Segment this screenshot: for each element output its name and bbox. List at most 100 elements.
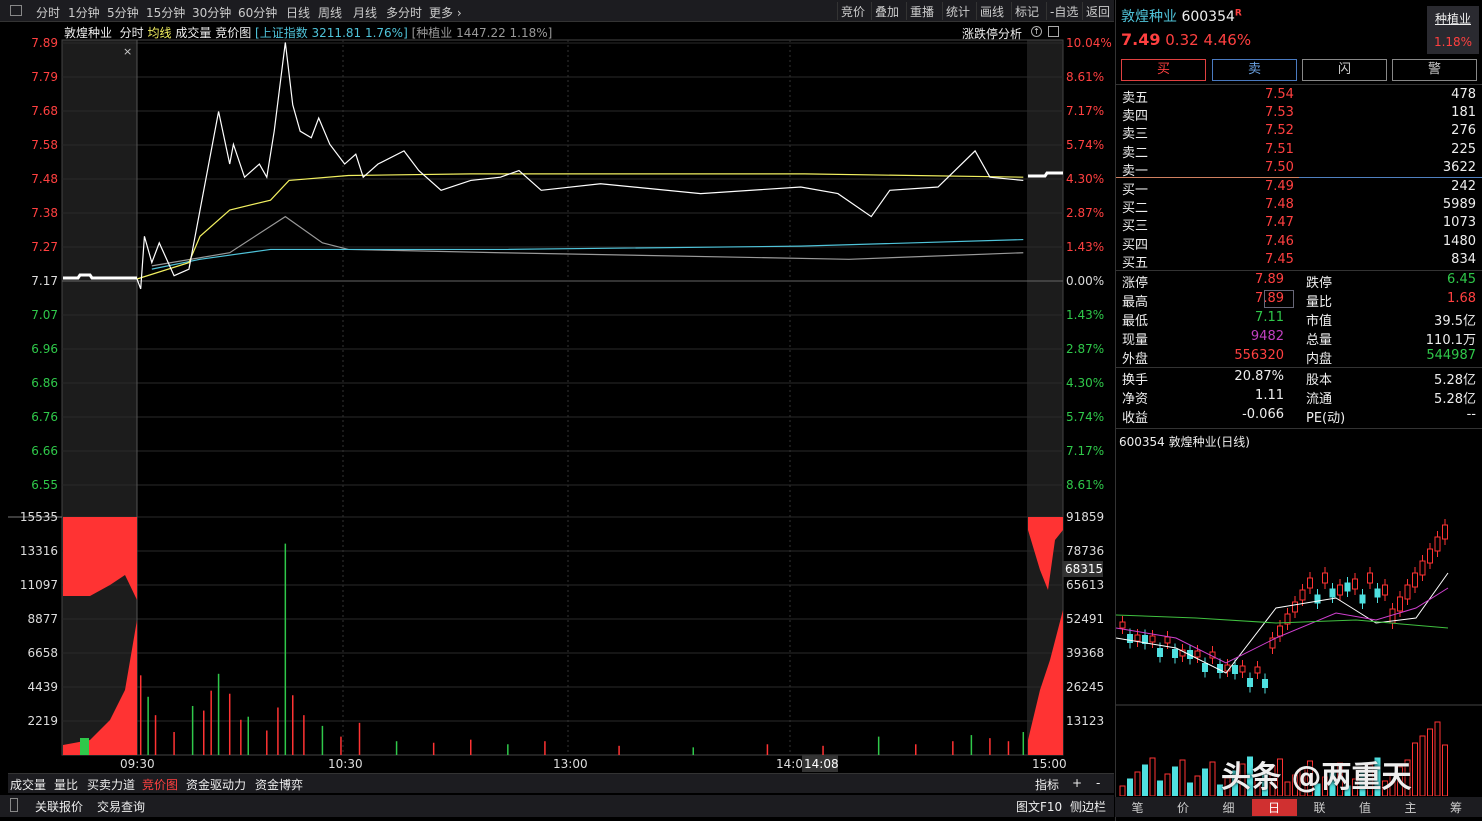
legend-index[interactable]: [上证指数 3211.81 1.76%] <box>255 26 408 40</box>
period-tab[interactable]: 日线 <box>286 6 311 20</box>
period-tab[interactable]: 15分钟 <box>146 6 186 20</box>
toolbar-button[interactable]: 画线 <box>976 2 1007 20</box>
toolbar-button[interactable]: 竞价 <box>837 2 868 20</box>
order-row: 卖五 7.54 478 <box>1122 87 1476 106</box>
limit-analysis-button[interactable]: 涨跌停分析 <box>962 27 1023 41</box>
book-divider-bid <box>1299 177 1482 178</box>
upload-icon[interactable]: ↑ <box>1031 26 1042 37</box>
daily-volume-bar <box>1382 780 1388 796</box>
legend-auction[interactable]: 竞价图 <box>215 26 252 40</box>
quote-cell: 跌停 <box>1306 276 1333 291</box>
panel-toggle-icon[interactable] <box>1048 26 1059 37</box>
quote-cell: 现量 <box>1122 333 1149 348</box>
daily-candle-chart[interactable] <box>1116 448 1482 796</box>
quote-cell: 7.89 <box>1255 272 1284 287</box>
zoom-in-button[interactable]: + <box>1072 776 1083 790</box>
last-price: 7.49 <box>1121 30 1161 49</box>
layout-icon[interactable] <box>10 5 22 16</box>
level-price: 7.52 <box>1265 123 1294 139</box>
indicator-tab[interactable]: 资金驱动力 <box>186 778 247 792</box>
close-icon: × <box>123 45 132 58</box>
right-tab[interactable]: 日 <box>1251 799 1297 816</box>
vol-marker-text: 68315 <box>1065 562 1103 576</box>
pct-tick: 7.17% <box>1066 444 1104 458</box>
period-tab[interactable]: 多分时 <box>386 6 423 20</box>
period-toolbar: 分时 1分钟 5分钟 15分钟 30分钟 60分钟 日线 周线 月线 多分时 更多 › 竞价 叠加 重播统… <box>0 0 1114 22</box>
legend-avg[interactable]: 均线 <box>147 26 172 40</box>
flash-button[interactable]: 闪 <box>1302 59 1387 81</box>
period-tab[interactable]: 60分钟 <box>238 6 278 20</box>
right-tab[interactable]: 价 <box>1176 801 1189 815</box>
indicator-tab[interactable]: 量比 <box>54 778 79 792</box>
toolbar-button[interactable]: 统计 <box>942 2 973 20</box>
time-tick: 13:00 <box>553 757 588 771</box>
price-tick: 7.27 <box>31 240 58 254</box>
status-icon[interactable] <box>10 798 18 812</box>
level-label: 卖四 <box>1122 109 1149 125</box>
indicator-tab[interactable]: 资金博弈 <box>255 778 304 792</box>
status-link[interactable]: 交易查询 <box>97 800 146 814</box>
zoom-out-button[interactable]: - <box>1096 776 1101 790</box>
right-tab[interactable]: 笔 <box>1131 801 1144 815</box>
legend-stock: 敦煌种业 <box>64 26 113 40</box>
toolbar-button[interactable]: 重播 <box>906 2 937 20</box>
alert-button[interactable]: 警 <box>1392 59 1477 81</box>
daily-candle <box>1344 582 1351 592</box>
buy-button[interactable]: 买 <box>1121 59 1206 81</box>
legend-fenshi[interactable]: 分时 <box>119 26 144 40</box>
period-tab[interactable]: 周线 <box>318 6 343 20</box>
daily-volume-bar <box>1419 735 1426 796</box>
daily-candle <box>1284 613 1291 625</box>
period-tab[interactable]: 5分钟 <box>107 6 139 20</box>
sell-button[interactable]: 卖 <box>1212 59 1297 81</box>
sector-badge[interactable]: 种植业 1.18% <box>1427 6 1479 54</box>
period-tab[interactable]: 月线 <box>353 6 378 20</box>
daily-candle <box>1419 560 1426 576</box>
daily-volume-bar <box>1284 781 1291 796</box>
quote-cell: 6.45 <box>1447 272 1476 287</box>
level-price: 7.51 <box>1265 141 1294 157</box>
post-market-price <box>1028 171 1063 178</box>
price-tick: 7.17 <box>31 274 58 288</box>
period-tab[interactable]: 更多 › <box>429 6 462 20</box>
daily-volume-bar <box>1224 777 1231 796</box>
daily-candle <box>1142 635 1148 644</box>
right-tab[interactable]: 主 <box>1404 801 1417 815</box>
indicator-tab[interactable]: 买卖力道 <box>87 778 136 792</box>
indicator-tab[interactable]: 竞价图 <box>142 778 179 792</box>
toolbar-button[interactable]: 返回 <box>1082 2 1113 20</box>
intraday-chart[interactable]: 7.89 10.04% 7.79 8.61% 7.68 7.17% 7.58 5.74% 7.4… <box>0 0 1114 773</box>
daily-volume-bar <box>1344 785 1351 796</box>
toolbar-button[interactable]: -自选 <box>1046 2 1081 20</box>
status-link[interactable]: 关联报价 <box>35 800 84 814</box>
level-price: 7.53 <box>1265 105 1294 121</box>
vol-marker <box>1063 561 1103 577</box>
time-tick: 15:00 <box>1032 757 1067 771</box>
level-price: 7.47 <box>1265 215 1294 231</box>
legend-industry[interactable]: [种植业 1447.22 1.18%] <box>411 26 553 40</box>
quote-row: 涨停 7.89 跌停 6.45 <box>1122 272 1476 291</box>
right-tab[interactable]: 联 <box>1313 801 1326 815</box>
period-tab[interactable]: 分时 <box>36 6 61 20</box>
indicator-tab[interactable]: 成交量 <box>10 778 47 792</box>
right-tab[interactable]: 值 <box>1358 801 1371 815</box>
period-tab[interactable]: 30分钟 <box>192 6 232 20</box>
status-right-link[interactable]: 图文F10 <box>1016 800 1063 814</box>
indicator-button[interactable]: 指标 <box>1035 778 1060 792</box>
daily-candle <box>1329 588 1336 598</box>
daily-candle <box>1149 635 1156 643</box>
order-row: 买四 7.46 1480 <box>1122 234 1476 253</box>
toolbar-button[interactable]: 标记 <box>1011 2 1042 20</box>
daily-candle <box>1119 621 1126 629</box>
quote-panel: 敦煌种业 600354R 7.49 0.32 4.46% 种植业 1.18% 买… <box>1115 0 1482 821</box>
toolbar-button[interactable]: 叠加 <box>871 2 902 20</box>
level-volume: 478 <box>1451 87 1476 102</box>
right-tab[interactable]: 细 <box>1222 801 1235 815</box>
period-tab[interactable]: 1分钟 <box>68 6 100 20</box>
daily-candle <box>1314 594 1321 604</box>
status-right-link[interactable]: 侧边栏 <box>1070 800 1107 814</box>
pct-tick: 4.30% <box>1066 172 1104 186</box>
price-pct: 4.46% <box>1203 31 1252 49</box>
right-tab[interactable]: 筹 <box>1449 801 1462 815</box>
legend-vol[interactable]: 成交量 <box>175 26 212 40</box>
